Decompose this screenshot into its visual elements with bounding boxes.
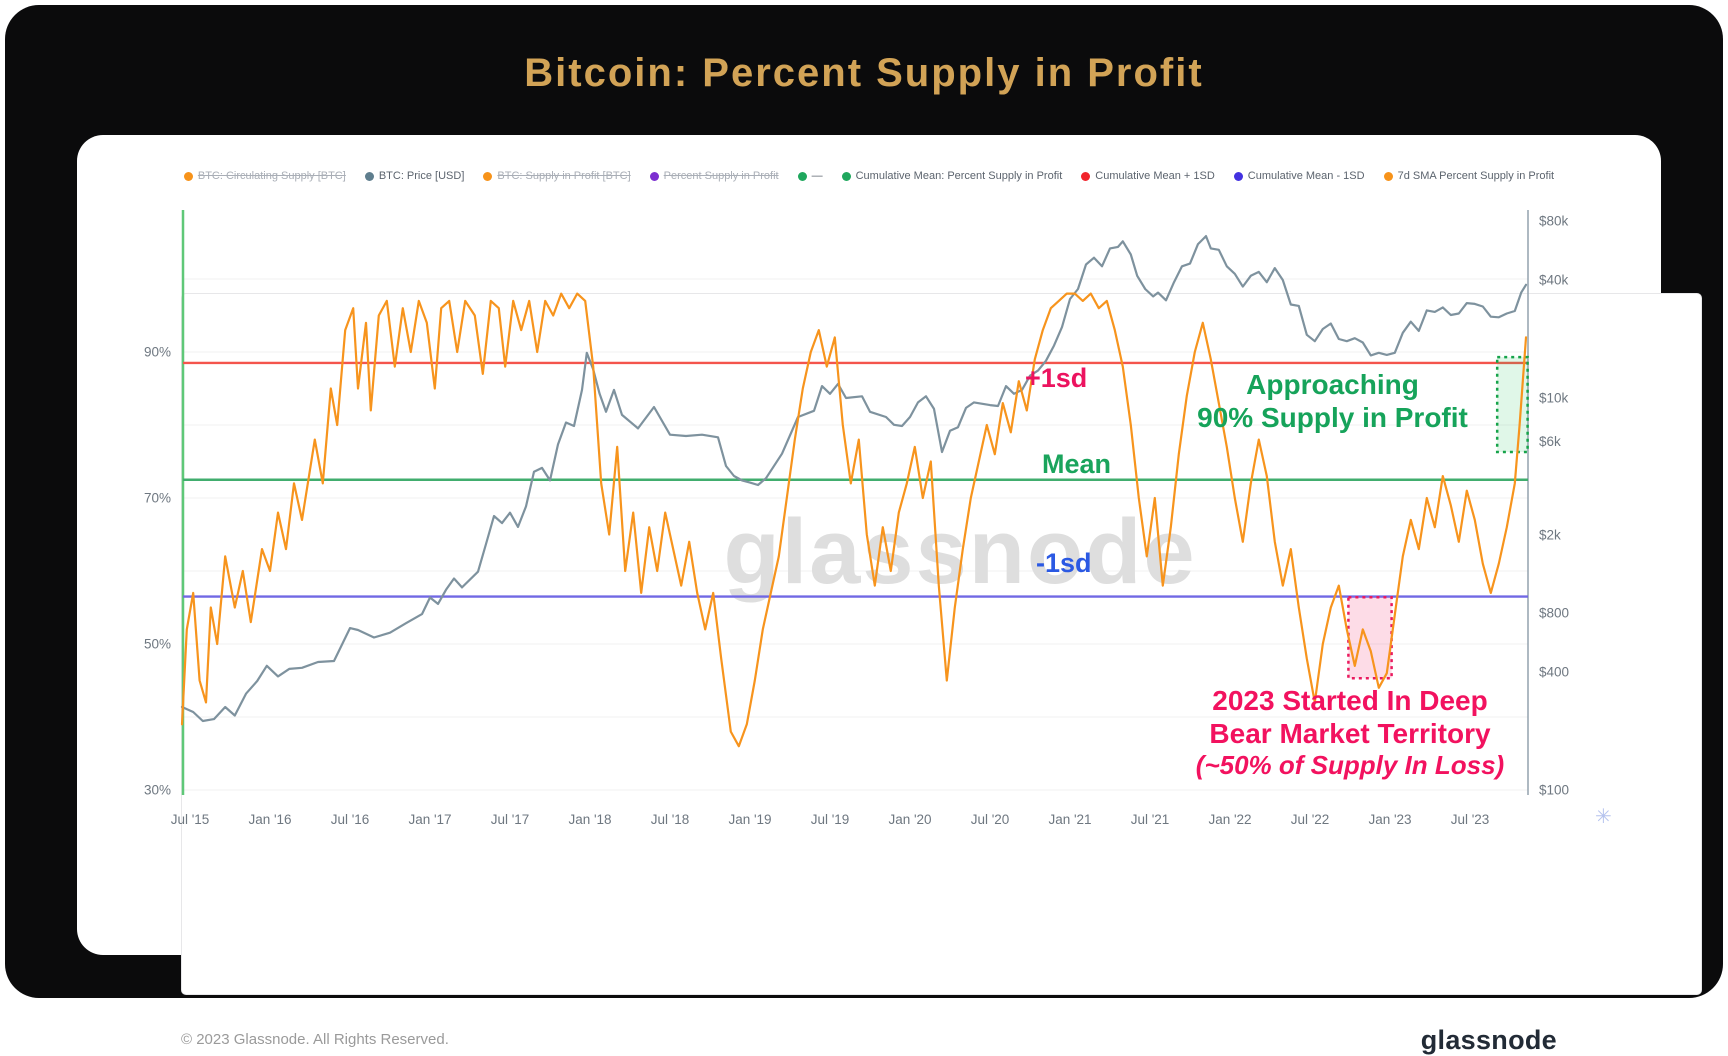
x-axis-tick: Jul '16	[331, 812, 370, 827]
x-axis-tick: Jul '22	[1291, 812, 1330, 827]
approaching-90-annotation: Approaching 90% Supply in Profit	[1160, 368, 1505, 434]
x-axis-tick: Jul '20	[971, 812, 1010, 827]
legend-item-0[interactable]: BTC: Circulating Supply [BTC]	[183, 170, 346, 182]
watermark: glassnode	[723, 501, 1196, 603]
mean-label: Mean	[1042, 449, 1112, 479]
legend-label: 7d SMA Percent Supply in Profit	[1397, 170, 1555, 182]
right-axis-tick: $100	[1539, 783, 1569, 798]
x-axis-tick: Jan '19	[728, 812, 771, 827]
x-axis-tick: Jul '15	[171, 812, 210, 827]
legend-item-2[interactable]: BTC: Supply in Profit [BTC]	[483, 170, 631, 182]
price-profit-chart[interactable]: glassnode 90% 70% 50% 30% $80k $40k $10k $6k $2k $…	[5, 5, 1728, 1008]
right-axis-tick: $80k	[1539, 213, 1569, 228]
right-axis-tick: $800	[1539, 605, 1569, 620]
series-btc-price-usd[interactable]	[180, 235, 1528, 723]
legend-item-7[interactable]: Cumulative Mean - 1SD	[1233, 170, 1365, 182]
page-title: Bitcoin: Percent Supply in Profit	[524, 51, 1204, 95]
x-axis-tick: Jan '20	[888, 812, 931, 827]
right-axis-tick: $2k	[1539, 527, 1561, 542]
right-axis-tick: $40k	[1539, 272, 1569, 287]
legend-marker-icon	[183, 171, 193, 181]
x-axis-tick: Jan '21	[1048, 812, 1091, 827]
legend-label: Cumulative Mean: Percent Supply in Profi…	[855, 170, 1063, 182]
legend-item-1[interactable]: BTC: Price [USD]	[364, 170, 465, 182]
app-frame: Bitcoin: Percent Supply in Profit © 2023…	[5, 5, 1723, 1055]
legend-label: Cumulative Mean - 1SD	[1247, 170, 1365, 182]
bear-line1: 2023 Started In Deep	[1212, 685, 1488, 716]
legend-marker-icon	[483, 171, 493, 181]
legend-label: —	[811, 170, 823, 182]
legend-item-5[interactable]: Cumulative Mean: Percent Supply in Profi…	[841, 170, 1063, 182]
right-axis-tick: $10k	[1539, 391, 1569, 406]
right-axis-tick: $400	[1539, 664, 1569, 679]
plus-1sd-label: +1sd	[1025, 363, 1088, 393]
legend-item-3[interactable]: Percent Supply in Profit	[649, 170, 779, 182]
bear-line3: (~50% of Supply In Loss)	[1195, 750, 1505, 781]
legend-label: Cumulative Mean + 1SD	[1095, 170, 1215, 182]
x-axis-tick: Jan '17	[408, 812, 451, 827]
bear-line2: Bear Market Territory	[1209, 718, 1491, 750]
x-axis-tick: Jan '18	[568, 812, 611, 827]
x-axis-tick: Jan '22	[1208, 812, 1251, 827]
legend-label: BTC: Price [USD]	[378, 170, 465, 182]
legend-item-4[interactable]: —	[797, 170, 823, 182]
deep-bear-annotation: 2023 Started In Deep Bear Market Territo…	[1155, 684, 1545, 781]
left-axis-tick: 70%	[144, 491, 171, 506]
minus-1sd-label: -1sd	[1036, 548, 1092, 578]
x-axis-tick: Jan '16	[248, 812, 291, 827]
legend-label: BTC: Supply in Profit [BTC]	[497, 170, 631, 182]
right-axis-tick: $6k	[1539, 434, 1561, 449]
legend-label: BTC: Circulating Supply [BTC]	[197, 170, 346, 182]
left-axis-tick: 50%	[144, 637, 171, 652]
snowflake-icon[interactable]: ✳	[1595, 806, 1612, 828]
x-axis-tick: Jul '18	[651, 812, 690, 827]
approaching-line1: Approaching	[1246, 369, 1419, 400]
legend-marker-icon	[797, 171, 807, 181]
x-axis-tick: Jul '23	[1451, 812, 1490, 827]
legend-item-8[interactable]: 7d SMA Percent Supply in Profit	[1383, 170, 1555, 182]
legend-label: Percent Supply in Profit	[663, 170, 779, 182]
legend-marker-icon	[1383, 171, 1393, 181]
left-axis-tick: 90%	[144, 345, 171, 360]
screenshot-root: { "page": { "title": "Bitcoin: Percent S…	[5, 5, 1723, 1055]
glassnode-logo: glassnode	[1420, 1025, 1557, 1055]
x-axis-tick: Jan '23	[1368, 812, 1411, 827]
legend-marker-icon	[1233, 171, 1243, 181]
series-7d-sma-percent-supply-in-profit[interactable]	[180, 292, 1528, 748]
x-axis-tick: Jul '17	[491, 812, 530, 827]
legend-marker-icon	[841, 171, 851, 181]
left-axis-tick: 30%	[144, 783, 171, 798]
legend-marker-icon	[364, 171, 374, 181]
legend-marker-icon	[1081, 171, 1091, 181]
x-axis-tick: Jul '21	[1131, 812, 1170, 827]
legend-item-6[interactable]: Cumulative Mean + 1SD	[1081, 170, 1215, 182]
approaching-line2: 90% Supply in Profit	[1197, 402, 1468, 434]
x-axis-tick: Jul '19	[811, 812, 850, 827]
copyright-text: © 2023 Glassnode. All Rights Reserved.	[181, 1031, 449, 1048]
chart-legend: BTC: Circulating Supply [BTC] BTC: Price …	[111, 170, 1627, 182]
legend-marker-icon	[649, 171, 659, 181]
